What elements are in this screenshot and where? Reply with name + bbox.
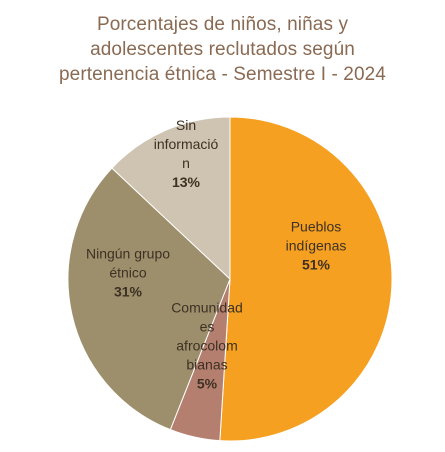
chart-title: Porcentajes de niños, niñas y adolescent… <box>0 12 445 87</box>
slice-4-label-line-3: n <box>182 155 190 171</box>
slice-4-label-line-1: Sin <box>176 117 196 133</box>
slice-3-label-line-2: étnico <box>109 265 147 281</box>
slice-4-label-line-2: informació <box>154 136 219 152</box>
chart-title-line-2: adolescentes reclutados según <box>90 39 355 60</box>
slice-1-label-line-2: indígenas <box>286 238 347 254</box>
slice-2-value-label: 5% <box>197 376 218 392</box>
slice-3-label-line-1: Ningún grupo <box>86 246 170 262</box>
pie-slice-3 <box>67 167 231 431</box>
slice-2-label-line-1: Comunidad <box>171 300 243 316</box>
slice-2-label-line-3: afrocolom <box>176 338 237 354</box>
slice-4-value-label: 13% <box>172 174 201 190</box>
chart-title-line-3: pertenencia étnica - Semestre I - 2024 <box>59 64 386 85</box>
pie-slice-4 <box>111 116 231 281</box>
slice-3-value-label: 31% <box>114 284 143 300</box>
slice-1-value-label: 51% <box>302 257 331 273</box>
slice-2-label-line-4: bianas <box>186 357 227 373</box>
slice-1-label-line-1: Pueblos <box>291 219 342 235</box>
pie-slices <box>67 116 393 442</box>
pie-labels: Pueblos indígenas 51% Comunidad es afrocolom b… <box>86 117 346 392</box>
chart-title-line-1: Porcentajes de niños, niñas y <box>96 14 349 35</box>
pie-slice-1 <box>219 116 393 442</box>
slice-2-label-line-2: es <box>200 319 215 335</box>
